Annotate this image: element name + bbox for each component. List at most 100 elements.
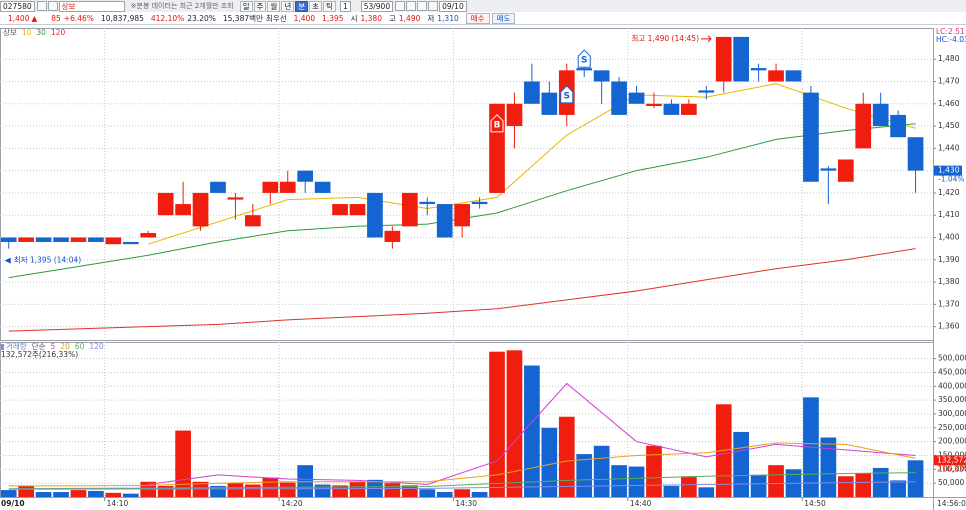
high-annotation: 최고 1,490 (14:45) — [631, 33, 699, 43]
y-tick-label: 400,000 — [938, 381, 966, 390]
volume-bar — [175, 430, 191, 497]
date-input[interactable]: 09/10 — [439, 0, 467, 12]
name-box[interactable]: 상보 — [58, 0, 125, 12]
volume-bar — [419, 489, 436, 497]
legend-entry: 60 — [75, 342, 85, 351]
candle-body — [192, 192, 209, 227]
volume-bar — [53, 492, 69, 497]
y-tick-label: 500,000 — [938, 354, 966, 363]
y-tick-label: 450,000 — [938, 367, 966, 376]
legend-entry: 10 — [22, 28, 32, 37]
candle-body — [750, 68, 767, 71]
candle-body — [175, 204, 191, 216]
candle-body — [210, 181, 226, 193]
volume-bar — [820, 437, 837, 497]
period-button[interactable]: 틱 — [323, 0, 336, 12]
x-tick-label: 14:30 — [455, 499, 477, 508]
volume-bar — [611, 465, 627, 497]
candle-body — [872, 103, 889, 127]
candle-body — [401, 192, 418, 227]
tool-button[interactable] — [417, 1, 428, 11]
y-tick-label: 1,480 — [938, 54, 960, 63]
candle-body — [698, 90, 715, 93]
tool-button[interactable] — [428, 1, 439, 11]
period-button[interactable]: 월 — [267, 0, 281, 12]
marker-shape — [490, 114, 504, 133]
legend-entry: 상보 — [3, 27, 17, 37]
period-button[interactable]: 주 — [253, 0, 267, 12]
volume-bar — [88, 490, 104, 497]
search-button[interactable] — [36, 1, 47, 11]
candle-body — [0, 237, 17, 242]
volume-bar — [489, 351, 505, 497]
volume-bar — [401, 485, 418, 497]
volume-bar — [122, 493, 139, 497]
ma-line — [148, 382, 916, 486]
x-tick-label: 14:40 — [630, 499, 652, 508]
legend-entry: 거래량 — [6, 342, 27, 351]
amount: 15,387백만 — [222, 13, 263, 23]
last-volume: 132,572 — [937, 455, 966, 464]
candle-body — [140, 233, 157, 238]
volume: 10,837,985 — [100, 13, 144, 23]
count-box: 53/900 — [360, 0, 394, 12]
volume-tag — [934, 455, 966, 466]
marker-label: S — [564, 91, 570, 101]
legend-entry: 30 — [36, 28, 46, 37]
candle-body — [35, 237, 52, 242]
legend-entry: 5 — [51, 342, 56, 351]
period-button[interactable]: 분 — [295, 0, 309, 12]
interval-input[interactable]: 1 — [339, 0, 351, 12]
ma-line — [148, 83, 916, 245]
volume-bar — [332, 485, 348, 497]
period-button[interactable]: 일 — [239, 0, 253, 12]
last-ratio: 216,33% — [937, 464, 966, 473]
candle-body — [18, 237, 35, 242]
code-input[interactable]: 027580 — [0, 0, 35, 12]
last-price: 1,430 — [938, 166, 960, 175]
candle-body — [262, 181, 279, 193]
candle-body — [611, 81, 627, 115]
legend-entry: 단순 — [32, 341, 46, 351]
buy-button[interactable]: 매수 — [465, 12, 490, 24]
marker-label: B — [494, 120, 501, 130]
candle-body — [820, 168, 837, 171]
y-tick-label: 50,000 — [938, 478, 964, 487]
marker-shape — [577, 49, 591, 68]
candle-body — [837, 159, 854, 182]
candle-body — [803, 92, 819, 182]
candle-body — [715, 36, 732, 82]
candle-body — [768, 70, 784, 82]
tool-button[interactable] — [395, 1, 406, 11]
ma-line — [8, 248, 916, 332]
candle-body — [384, 230, 401, 242]
volume-bar — [279, 482, 296, 497]
y-tick-label: 300,000 — [938, 409, 966, 418]
legend-entry: 20 — [60, 342, 70, 351]
volume-bar — [70, 490, 87, 497]
open: 1,380 — [360, 13, 382, 23]
y-tick-label: 150,000 — [938, 450, 966, 459]
y-tick-label: 1,460 — [938, 99, 960, 108]
sell-button[interactable]: 매도 — [491, 12, 516, 24]
x-tick-label: 14:20 — [281, 499, 303, 508]
volume-bar — [733, 431, 750, 497]
tool-button[interactable] — [406, 1, 417, 11]
high-arrow — [701, 35, 712, 43]
prev-button[interactable] — [47, 1, 58, 11]
low-label: 저 — [427, 13, 435, 23]
volume-bar — [907, 460, 924, 497]
period-button[interactable]: 년 — [281, 0, 295, 12]
change: 85 — [51, 13, 61, 23]
bid: 1,395 — [322, 13, 344, 23]
hc-label: HC:-4.03 — [936, 35, 966, 44]
volume-bar — [506, 350, 523, 497]
candle-body — [541, 92, 558, 115]
period-button[interactable]: 초 — [309, 0, 323, 12]
ma-line — [8, 481, 916, 490]
candle-body — [279, 181, 296, 193]
candle-body — [70, 237, 87, 242]
ask: 1,400 — [293, 13, 316, 23]
candle-body — [419, 201, 436, 205]
